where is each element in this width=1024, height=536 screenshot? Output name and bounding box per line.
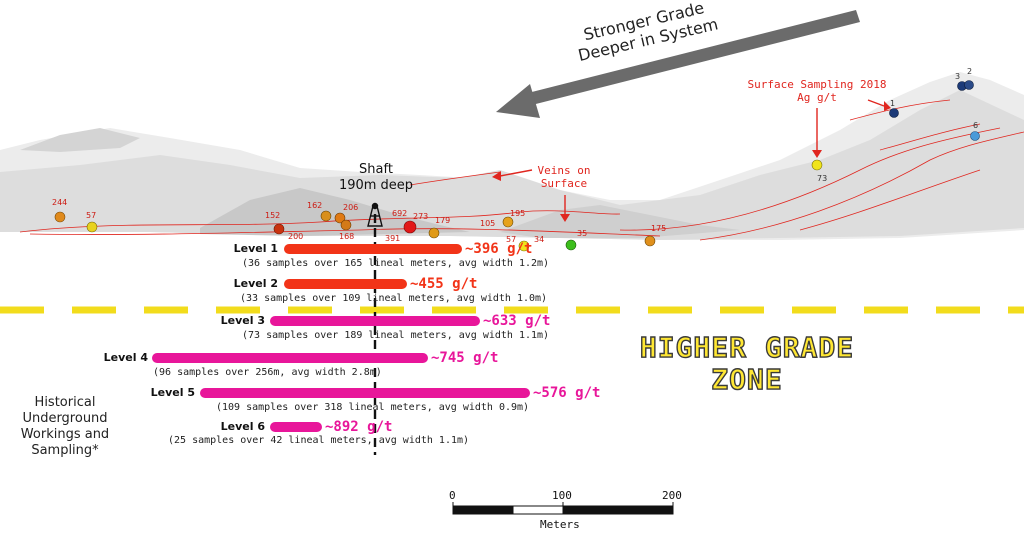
level-1-bar bbox=[284, 244, 462, 254]
sample-label: 391 bbox=[385, 234, 401, 243]
veins-note: Veins on Surface bbox=[528, 164, 600, 190]
sample-label: 57 bbox=[506, 235, 517, 244]
scale-bar bbox=[452, 502, 674, 515]
direction-arrow bbox=[496, 10, 860, 118]
level-5-label: Level 5 bbox=[150, 386, 195, 399]
sample-label: 1 bbox=[890, 99, 896, 108]
sample-label: 175 bbox=[651, 224, 667, 233]
level-5-detail: (109 samples over 318 lineal meters, avg… bbox=[216, 402, 530, 413]
level-4-detail: (96 samples over 256m, avg width 2.8m) bbox=[153, 367, 382, 378]
surface-sampling-line2: Ag g/t bbox=[797, 91, 837, 104]
sample-label: 195 bbox=[510, 209, 526, 218]
sample-marker bbox=[334, 212, 346, 224]
sample-marker bbox=[518, 240, 530, 252]
sample-marker bbox=[644, 235, 656, 247]
level-5-grade: ~576 g/t bbox=[533, 385, 601, 401]
level-1-grade: ~396 g/t bbox=[465, 241, 533, 257]
historical-note-line1: Historical bbox=[34, 395, 96, 410]
headframe-icon bbox=[367, 202, 383, 227]
veins-note-line1: Veins on bbox=[537, 164, 591, 177]
terrain-dark-ridge-2 bbox=[500, 205, 740, 238]
historical-note-line4: Sampling* bbox=[31, 443, 99, 458]
sample-label: 73 bbox=[817, 174, 828, 183]
higher-grade-zone-label: HIGHER GRADE ZONE bbox=[612, 331, 882, 396]
sample-marker bbox=[502, 216, 514, 228]
historical-note-line2: Underground bbox=[22, 411, 108, 426]
sample-marker bbox=[964, 80, 974, 90]
sample-label: 6 bbox=[973, 121, 979, 130]
terrain-dark-ridge-3 bbox=[20, 128, 140, 152]
scale-tick-label: 0 bbox=[449, 489, 456, 502]
historical-note-line3: Workings and bbox=[20, 427, 110, 442]
scale-tick-label: 100 bbox=[552, 489, 572, 502]
level-2-label: Level 2 bbox=[233, 277, 278, 290]
surface-sampling-line1: Surface Sampling 2018 bbox=[747, 78, 887, 91]
level-2-grade: ~455 g/t bbox=[410, 276, 478, 292]
veins-note-line2: Surface bbox=[540, 177, 588, 190]
shaft-label-line2: 190m deep bbox=[338, 178, 414, 193]
sample-label: 168 bbox=[339, 232, 355, 241]
sample-label: 57 bbox=[86, 211, 97, 220]
level-6-grade: ~892 g/t bbox=[325, 419, 393, 435]
surface-sampling-note: Surface Sampling 2018 Ag g/t bbox=[742, 78, 892, 104]
level-2-bar bbox=[284, 279, 407, 289]
level-bars bbox=[152, 244, 530, 432]
sample-marker bbox=[320, 210, 332, 222]
sample-label: 3 bbox=[955, 72, 961, 81]
sample-label: 105 bbox=[480, 219, 496, 228]
level-6-bar bbox=[270, 422, 322, 432]
level-3-grade: ~633 g/t bbox=[483, 313, 551, 329]
level-6-detail: (25 samples over 42 lineal meters, avg w… bbox=[168, 435, 470, 446]
sample-label: 162 bbox=[307, 201, 323, 210]
zone-label-line1: HIGHER GRADE bbox=[639, 331, 855, 364]
shaft-label: Shaft 190m deep bbox=[330, 162, 422, 194]
sample-marker bbox=[86, 221, 98, 233]
level-4-grade: ~745 g/t bbox=[431, 350, 499, 366]
sample-marker bbox=[340, 219, 352, 231]
level-4-label: Level 4 bbox=[103, 351, 148, 364]
historical-note: Historical Underground Workings and Samp… bbox=[4, 395, 126, 459]
sample-marker bbox=[889, 108, 899, 118]
sample-marker bbox=[273, 223, 285, 235]
sample-label: 152 bbox=[265, 211, 281, 220]
level-1-label: Level 1 bbox=[233, 242, 278, 255]
level-6-label: Level 6 bbox=[220, 420, 265, 433]
level-3-label: Level 3 bbox=[220, 314, 265, 327]
sample-markers bbox=[54, 80, 980, 252]
sample-label: 692 bbox=[392, 209, 408, 218]
sample-label: 35 bbox=[577, 229, 588, 238]
scale-tick-label: 200 bbox=[662, 489, 682, 502]
level-2-detail: (33 samples over 109 lineal meters, avg … bbox=[240, 293, 548, 304]
scale-unit-label: Meters bbox=[540, 518, 580, 531]
level-3-bar bbox=[270, 316, 480, 326]
vein-traces bbox=[19, 99, 1024, 241]
sample-marker bbox=[970, 131, 980, 141]
sample-label: 273 bbox=[413, 212, 429, 221]
level-3-detail: (73 samples over 189 lineal meters, avg … bbox=[242, 330, 550, 341]
level-5-bar bbox=[200, 388, 530, 398]
sample-marker bbox=[428, 227, 440, 239]
sample-marker bbox=[565, 239, 577, 251]
level-1-detail: (36 samples over 165 lineal meters, avg … bbox=[242, 258, 550, 269]
sample-marker bbox=[403, 220, 417, 234]
sample-label: 179 bbox=[435, 216, 451, 225]
sample-label: 2 bbox=[967, 67, 973, 76]
annotation-arrows bbox=[492, 99, 891, 222]
level-4-bar bbox=[152, 353, 428, 363]
sample-marker bbox=[54, 211, 66, 223]
sample-label: 206 bbox=[343, 203, 359, 212]
zone-label-line2: ZONE bbox=[711, 363, 783, 396]
shaft-label-line1: Shaft bbox=[359, 162, 393, 177]
sample-label: 244 bbox=[52, 198, 68, 207]
sample-marker bbox=[811, 159, 823, 171]
sample-label: 34 bbox=[534, 235, 545, 244]
sample-label: 200 bbox=[288, 232, 304, 241]
